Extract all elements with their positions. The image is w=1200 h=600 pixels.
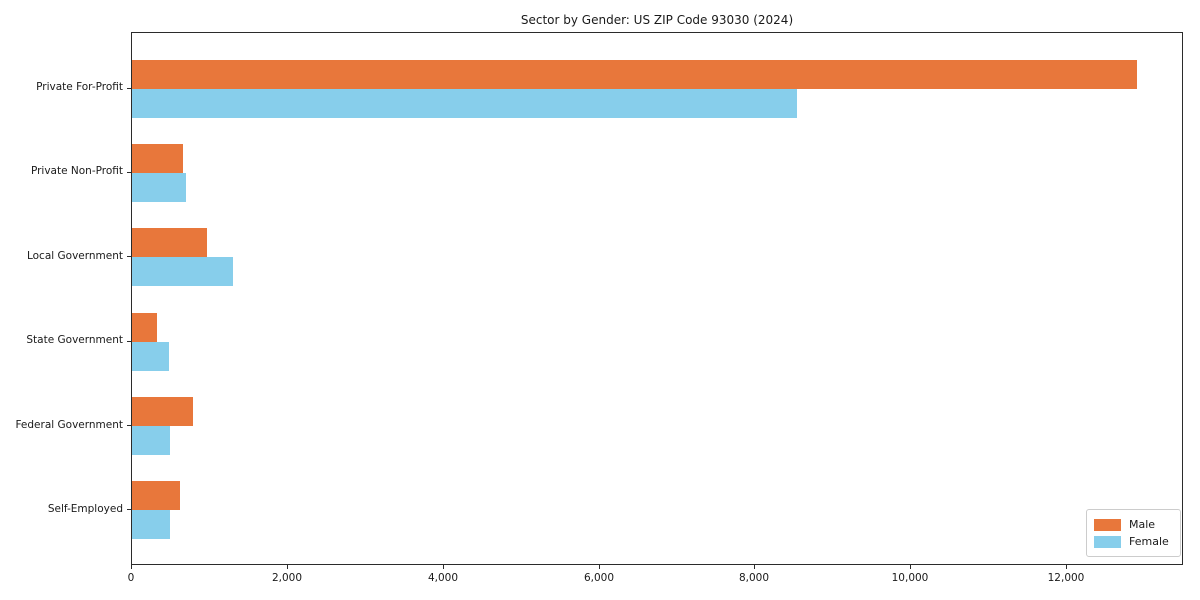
y-tick-mark (127, 425, 131, 427)
bar-male-federal-government (132, 397, 193, 427)
legend-swatch-female (1094, 535, 1121, 548)
y-tick-label-state-government: State Government (26, 334, 123, 347)
x-tick-mark (443, 565, 444, 569)
x-tick-mark (287, 565, 288, 569)
x-tick-label-4000: 4,000 (427, 572, 459, 584)
x-tick-mark (131, 565, 132, 569)
x-tick-label-6000: 6,000 (583, 572, 615, 584)
bar-female-private-for-profit (132, 88, 797, 118)
y-tick-label-self-employed: Self-Employed (47, 502, 123, 515)
legend-label-male: Male (1129, 518, 1156, 531)
chart-title: Sector by Gender: US ZIP Code 93030 (202… (520, 13, 794, 27)
x-tick-label-2000: 2,000 (271, 572, 303, 584)
y-tick-mark (127, 171, 131, 173)
bar-female-federal-government (132, 426, 170, 456)
y-tick-mark (127, 256, 131, 258)
x-tick-mark (599, 565, 600, 569)
bar-female-state-government (132, 341, 169, 371)
x-tick-mark (754, 565, 755, 569)
legend-item-male: Male (1094, 516, 1172, 533)
bar-female-self-employed (132, 510, 170, 540)
y-tick-label-local-government: Local Government (26, 249, 123, 262)
bar-male-self-employed (132, 481, 180, 511)
bar-female-private-non-profit (132, 172, 186, 202)
y-tick-label-private-non-profit: Private Non-Profit (30, 165, 123, 178)
bar-female-local-government (132, 257, 233, 287)
legend-swatch-male (1094, 518, 1121, 531)
y-tick-mark (127, 340, 131, 342)
x-tick-mark (910, 565, 911, 569)
bar-male-local-government (132, 228, 207, 258)
legend: Male Female (1086, 509, 1181, 557)
y-tick-mark (127, 87, 131, 89)
x-tick-label-0: 0 (127, 572, 135, 584)
bar-male-private-non-profit (132, 143, 183, 173)
bar-male-private-for-profit (132, 59, 1137, 89)
y-tick-label-federal-government: Federal Government (15, 418, 123, 431)
y-tick-mark (127, 509, 131, 511)
plot-area (131, 32, 1183, 565)
y-tick-label-private-for-profit: Private For-Profit (36, 81, 123, 94)
x-tick-mark (1066, 565, 1067, 569)
x-tick-label-8000: 8,000 (738, 572, 770, 584)
x-tick-label-10000: 10,000 (891, 572, 929, 584)
legend-item-female: Female (1094, 533, 1172, 550)
legend-label-female: Female (1129, 535, 1169, 548)
bar-male-state-government (132, 312, 157, 342)
x-tick-label-12000: 12,000 (1047, 572, 1085, 584)
